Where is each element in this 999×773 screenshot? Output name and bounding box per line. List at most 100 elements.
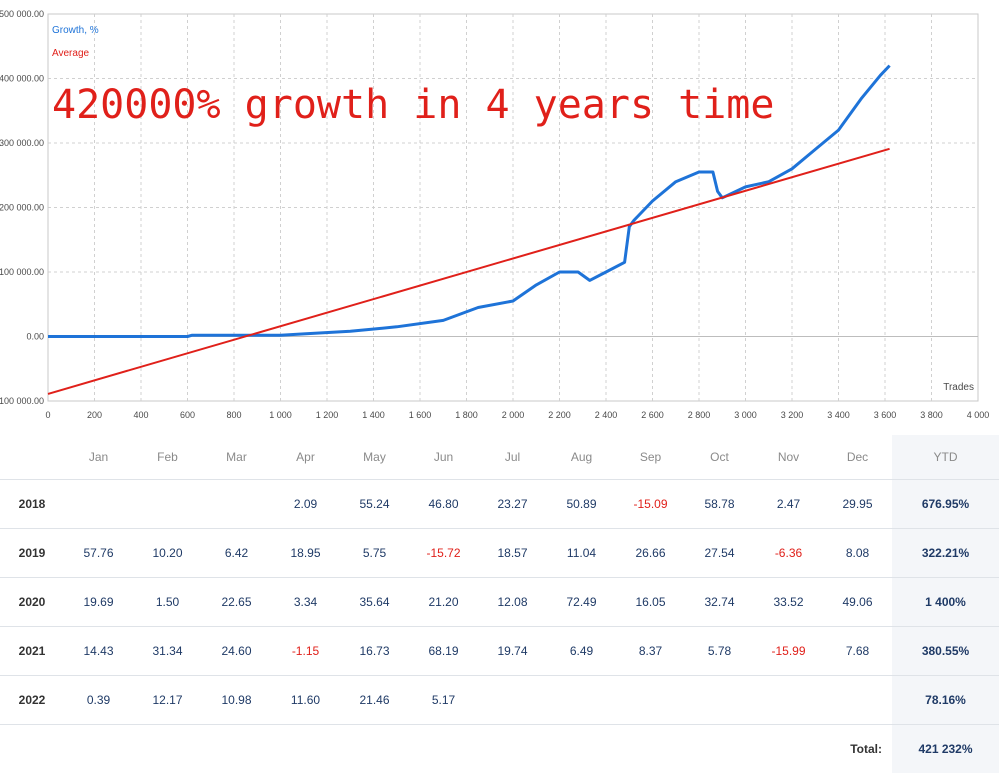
month-value: 55.24 xyxy=(340,480,409,529)
row-year: 2021 xyxy=(0,627,64,676)
month-value: 32.74 xyxy=(685,578,754,627)
month-value: 5.78 xyxy=(685,627,754,676)
month-value: 26.66 xyxy=(616,529,685,578)
x-tick-label: 3 600 xyxy=(874,410,897,420)
row-ytd: 380.55% xyxy=(892,627,999,676)
legend-growth: Growth, % xyxy=(52,25,99,36)
header-aug: Aug xyxy=(547,435,616,480)
total-label: Total: xyxy=(0,725,892,773)
month-value: 6.49 xyxy=(547,627,616,676)
row-year: 2019 xyxy=(0,529,64,578)
x-tick-label: 1 400 xyxy=(362,410,385,420)
month-value: 10.98 xyxy=(202,676,271,725)
x-tick-label: 4 000 xyxy=(967,410,990,420)
x-axis-label: Trades xyxy=(943,382,974,393)
month-value: 46.80 xyxy=(409,480,478,529)
month-value: 19.69 xyxy=(64,578,133,627)
month-value: 0.39 xyxy=(64,676,133,725)
month-value: 10.20 xyxy=(133,529,202,578)
month-value: 11.60 xyxy=(271,676,340,725)
row-ytd: 676.95% xyxy=(892,480,999,529)
month-value: 68.19 xyxy=(409,627,478,676)
month-value: 29.95 xyxy=(823,480,892,529)
month-value: 16.05 xyxy=(616,578,685,627)
growth-annotation: 420000% growth in 4 years time xyxy=(52,82,774,128)
legend-average: Average xyxy=(52,48,90,59)
month-value: 12.17 xyxy=(133,676,202,725)
month-value: 24.60 xyxy=(202,627,271,676)
month-value: 8.37 xyxy=(616,627,685,676)
month-value: 8.08 xyxy=(823,529,892,578)
month-value: 21.20 xyxy=(409,578,478,627)
y-tick-label: 100 000.00 xyxy=(0,267,44,277)
month-value: -15.09 xyxy=(616,480,685,529)
month-value: 49.06 xyxy=(823,578,892,627)
x-tick-label: 1 800 xyxy=(455,410,478,420)
header-dec: Dec xyxy=(823,435,892,480)
x-tick-label: 1 000 xyxy=(269,410,292,420)
x-tick-label: 2 000 xyxy=(502,410,525,420)
month-value: 31.34 xyxy=(133,627,202,676)
month-value: 5.75 xyxy=(340,529,409,578)
header-jan: Jan xyxy=(64,435,133,480)
header-year xyxy=(0,435,64,480)
month-value xyxy=(202,480,271,529)
x-tick-label: 3 000 xyxy=(734,410,757,420)
month-value: 35.64 xyxy=(340,578,409,627)
month-value: -15.72 xyxy=(409,529,478,578)
x-tick-label: 3 400 xyxy=(827,410,850,420)
month-value: 19.74 xyxy=(478,627,547,676)
x-tick-label: 1 200 xyxy=(316,410,339,420)
month-value: 50.89 xyxy=(547,480,616,529)
x-tick-label: 2 400 xyxy=(595,410,618,420)
month-value: 21.46 xyxy=(340,676,409,725)
month-value: 5.17 xyxy=(409,676,478,725)
month-value: -1.15 xyxy=(271,627,340,676)
header-jun: Jun xyxy=(409,435,478,480)
month-value: 18.95 xyxy=(271,529,340,578)
month-value: 6.42 xyxy=(202,529,271,578)
x-tick-label: 600 xyxy=(180,410,195,420)
month-value: -15.99 xyxy=(754,627,823,676)
month-value xyxy=(547,676,616,725)
month-value xyxy=(64,480,133,529)
month-value: 22.65 xyxy=(202,578,271,627)
header-may: May xyxy=(340,435,409,480)
month-value: 16.73 xyxy=(340,627,409,676)
month-value: 27.54 xyxy=(685,529,754,578)
header-feb: Feb xyxy=(133,435,202,480)
y-tick-label: -100 000.00 xyxy=(0,396,44,406)
header-mar: Mar xyxy=(202,435,271,480)
month-value: 18.57 xyxy=(478,529,547,578)
x-tick-label: 0 xyxy=(45,410,50,420)
month-value: 33.52 xyxy=(754,578,823,627)
row-ytd: 78.16% xyxy=(892,676,999,725)
y-tick-label: 0.00 xyxy=(26,332,44,342)
row-ytd: 322.21% xyxy=(892,529,999,578)
x-tick-label: 2 800 xyxy=(688,410,711,420)
x-tick-label: 800 xyxy=(226,410,241,420)
header-sep: Sep xyxy=(616,435,685,480)
total-row: Total:421 232% xyxy=(0,725,999,773)
x-tick-label: 3 800 xyxy=(920,410,943,420)
x-tick-label: 3 200 xyxy=(781,410,804,420)
x-tick-label: 400 xyxy=(133,410,148,420)
header-jul: Jul xyxy=(478,435,547,480)
month-value: 7.68 xyxy=(823,627,892,676)
x-tick-label: 2 200 xyxy=(548,410,571,420)
row-year: 2020 xyxy=(0,578,64,627)
header-ytd: YTD xyxy=(892,435,999,480)
x-tick-label: 2 600 xyxy=(641,410,664,420)
month-value xyxy=(754,676,823,725)
y-tick-label: 300 000.00 xyxy=(0,138,44,148)
month-value: -6.36 xyxy=(754,529,823,578)
y-tick-label: 200 000.00 xyxy=(0,203,44,213)
row-year: 2018 xyxy=(0,480,64,529)
